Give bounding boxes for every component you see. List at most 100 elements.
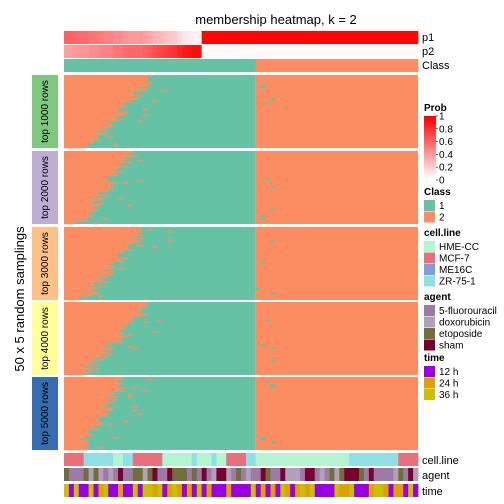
membership-row-segment	[64, 370, 94, 373]
prob-gradient-step	[424, 122, 436, 125]
class-2-block	[255, 377, 418, 450]
bottom-annotation-cell	[319, 453, 325, 466]
bottom-annotation-cell	[339, 453, 345, 466]
legend-swatch-time	[424, 377, 435, 389]
top-annotation-cell	[152, 31, 158, 44]
membership-speckle	[152, 245, 158, 248]
top-annotation-cell	[137, 59, 144, 72]
row-group-label-box	[32, 302, 58, 375]
membership-row-segment	[64, 339, 119, 342]
legend-label-agent: etoposide	[439, 329, 483, 340]
top-annotation-cell	[201, 31, 207, 44]
membership-speckle	[137, 159, 143, 162]
membership-row-segment	[64, 197, 104, 200]
membership-row-segment	[64, 406, 104, 408]
bottom-annotation-cell	[157, 468, 163, 481]
bottom-annotation-cell	[280, 484, 286, 497]
bottom-annotation-cell	[393, 453, 399, 466]
membership-row-segment	[64, 306, 148, 309]
membership-row-segment	[64, 281, 109, 283]
membership-row-segment	[64, 331, 123, 333]
membership-row-segment	[64, 191, 99, 194]
top-annotation-cell	[216, 59, 222, 72]
top-annotation-cell	[231, 59, 237, 72]
top-annotation-cell	[413, 59, 419, 72]
top-annotation-cell	[344, 45, 350, 58]
top-annotation-cell	[68, 31, 75, 44]
membership-row-segment	[64, 164, 119, 166]
top-annotation-cell	[339, 45, 345, 58]
top-annotation-cell	[216, 45, 222, 58]
membership-row-segment	[64, 231, 143, 234]
bottom-annotation-cell	[103, 468, 109, 481]
bottom-annotation-cell	[226, 468, 232, 481]
top-annotation-cell	[142, 59, 148, 72]
membership-row-segment	[64, 222, 74, 225]
legend-swatch-time	[424, 366, 435, 377]
membership-row-segment	[64, 145, 89, 147]
prob-gradient-step	[424, 148, 436, 151]
legend-swatch-cell-line	[424, 264, 435, 275]
legend-swatch-cell-line	[424, 252, 435, 264]
membership-row-segment	[64, 93, 143, 96]
membership-row-segment	[64, 419, 99, 422]
membership-row-segment	[64, 254, 119, 257]
membership-row-segment	[64, 378, 123, 381]
bottom-annotation-cell	[221, 453, 227, 466]
top-annotation-cell	[290, 31, 296, 44]
top-annotation-cell	[378, 31, 384, 44]
bottom-annotation-cell	[354, 484, 360, 497]
bottom-annotation-cell	[186, 484, 193, 497]
top-annotation-cell	[167, 45, 173, 58]
bottom-annotation-cell	[172, 484, 178, 497]
top-annotation-cell	[241, 59, 247, 72]
prob-gradient-step	[424, 142, 436, 145]
legend-title-prob: Prob	[424, 103, 447, 114]
legend-label-class: 1	[439, 201, 445, 212]
bottom-annotation-cell	[413, 453, 419, 466]
bottom-annotation-cell	[147, 453, 153, 466]
bottom-annotation-cell	[68, 453, 75, 466]
top-annotation-cell	[388, 59, 394, 72]
bottom-annotation-cell	[349, 484, 355, 497]
top-annotation-cell	[304, 59, 311, 72]
legend-swatch-agent	[424, 316, 435, 328]
top-annotation-cell	[304, 45, 311, 58]
membership-row-segment	[64, 257, 128, 260]
top-annotation-cell	[260, 31, 266, 44]
top-annotation-cell	[403, 45, 409, 58]
prob-gradient-step	[424, 150, 436, 153]
bottom-annotation-cell	[196, 484, 203, 497]
membership-row-segment	[64, 202, 89, 204]
membership-speckle	[260, 85, 266, 87]
membership-row-segment	[64, 302, 148, 304]
membership-speckle	[118, 197, 123, 200]
membership-row-segment	[64, 288, 94, 291]
top-annotation-cell	[329, 59, 335, 72]
membership-speckle	[137, 244, 143, 247]
top-annotation-cell	[295, 31, 301, 44]
bottom-annotation-cell	[98, 484, 104, 497]
row-group-label-box	[32, 75, 58, 148]
membership-speckle	[147, 378, 153, 381]
legend-label-agent: sham	[439, 341, 463, 352]
membership-speckle	[270, 441, 276, 443]
bottom-annotation-cell	[398, 484, 404, 497]
prob-gradient-step	[424, 152, 436, 155]
bottom-annotation-cell	[108, 453, 114, 466]
bottom-annotation-cell	[393, 468, 399, 481]
top-annotation-cell	[236, 59, 242, 72]
bottom-annotation-cell	[393, 484, 399, 497]
membership-speckle	[142, 108, 148, 111]
top-annotation-cell	[147, 31, 153, 44]
membership-row-segment	[64, 83, 153, 86]
bottom-annotation-cell	[162, 484, 168, 497]
top-annotation-cell	[368, 45, 375, 58]
membership-row-segment	[64, 323, 128, 326]
top-annotation-cell	[103, 45, 109, 58]
top-annotation-cell	[103, 59, 109, 72]
top-annotation-cell	[250, 31, 257, 44]
membership-speckle	[127, 334, 133, 336]
membership-speckle	[167, 231, 173, 234]
membership-speckle	[137, 120, 143, 123]
